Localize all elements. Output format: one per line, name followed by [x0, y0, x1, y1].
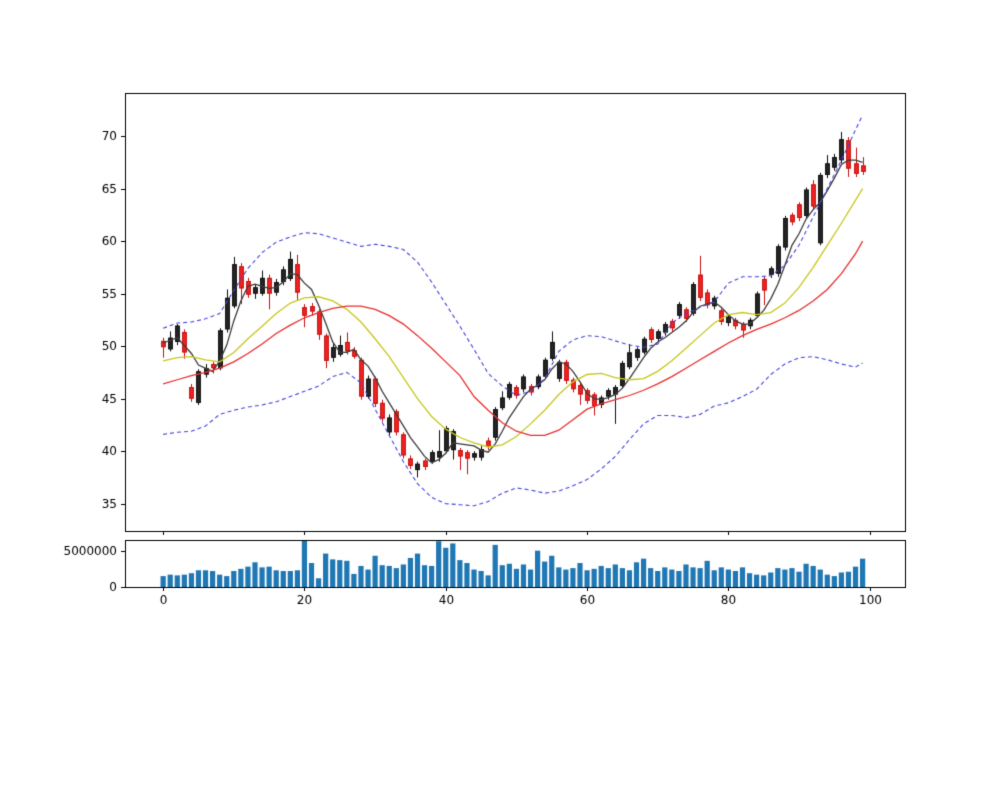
- stock-chart-figure: 电气设备 捷昌驱动 603583 流通0.44亿股: [0, 0, 1000, 800]
- candlestick-volume-chart-canvas: [0, 0, 1000, 800]
